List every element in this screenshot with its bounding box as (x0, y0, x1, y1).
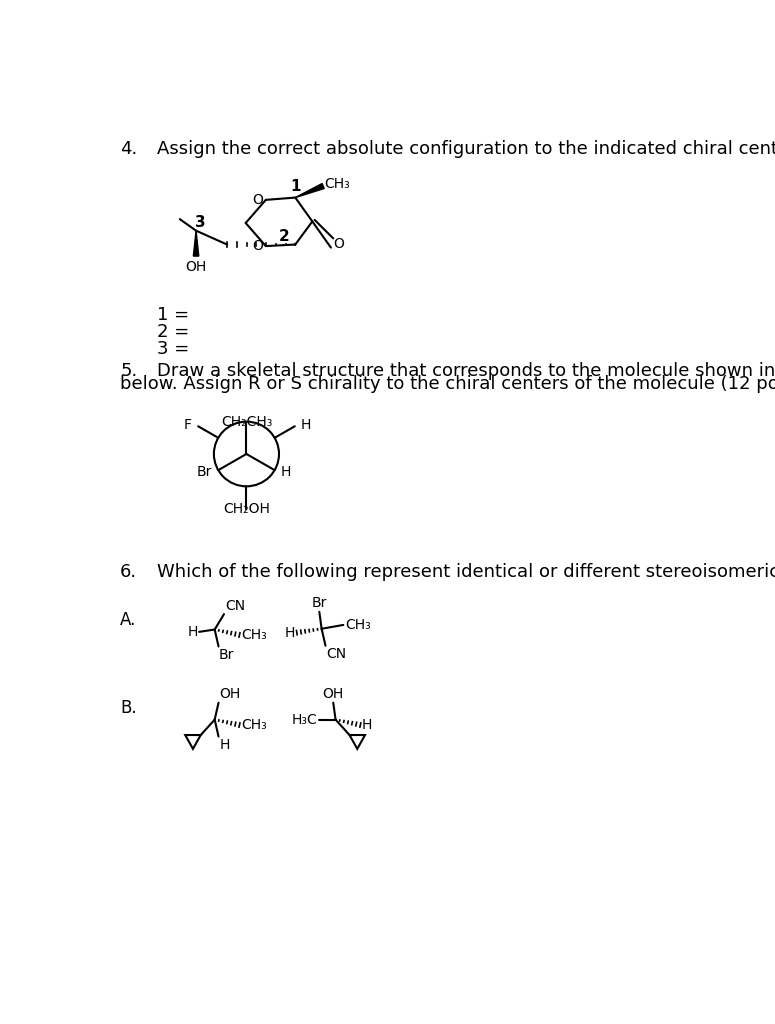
Text: 3 =: 3 = (157, 340, 190, 358)
Text: CH₂OH: CH₂OH (223, 502, 270, 516)
Text: H: H (284, 626, 294, 640)
Text: Br: Br (197, 465, 212, 478)
Text: CH₃: CH₃ (241, 718, 267, 732)
Text: OH: OH (185, 260, 207, 274)
Text: 2 =: 2 = (157, 324, 190, 341)
Text: 3: 3 (195, 215, 205, 229)
Text: H₃C: H₃C (291, 713, 317, 727)
Text: B.: B. (120, 699, 136, 717)
Text: Assign the correct absolute configuration to the indicated chiral centers (12 po: Assign the correct absolute configuratio… (157, 140, 775, 158)
Text: 5.: 5. (120, 361, 137, 380)
Text: Draw a skeletal structure that corresponds to the molecule shown in the Newman P: Draw a skeletal structure that correspon… (157, 361, 775, 380)
Text: OH: OH (219, 687, 240, 701)
Text: 1: 1 (290, 178, 301, 194)
Text: 4.: 4. (120, 140, 137, 158)
Text: CH₃: CH₃ (345, 617, 370, 632)
Polygon shape (295, 183, 324, 198)
Text: H: H (219, 738, 229, 752)
Text: Br: Br (312, 596, 327, 610)
Polygon shape (194, 230, 198, 256)
Text: CN: CN (225, 599, 245, 613)
Text: O: O (253, 239, 264, 253)
Text: CH₃: CH₃ (325, 177, 350, 191)
Text: CH₃: CH₃ (241, 628, 267, 642)
Text: H: H (188, 625, 198, 639)
Text: O: O (333, 237, 344, 251)
Text: O: O (253, 193, 264, 207)
Text: CH₂CH₃: CH₂CH₃ (221, 416, 272, 429)
Text: 6.: 6. (120, 563, 137, 582)
Text: Which of the following represent identical or different stereoisomeric pairs (12: Which of the following represent identic… (157, 563, 775, 582)
Text: F: F (184, 418, 192, 432)
Text: CN: CN (326, 647, 346, 662)
Text: H: H (301, 418, 312, 432)
Text: 1 =: 1 = (157, 306, 189, 325)
Text: below. Assign R or S chirality to the chiral centers of the molecule (12 points): below. Assign R or S chirality to the ch… (120, 376, 775, 393)
Text: H: H (362, 718, 372, 732)
Text: OH: OH (322, 687, 344, 701)
Text: A.: A. (120, 610, 136, 629)
Text: 2: 2 (278, 229, 289, 245)
Text: Br: Br (219, 648, 234, 663)
Text: H: H (281, 465, 291, 478)
